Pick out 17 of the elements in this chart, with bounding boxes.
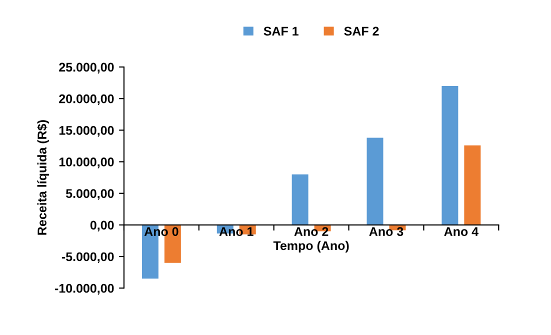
x-tick-label: Ano 4 (444, 227, 478, 236)
bar (464, 145, 481, 225)
y-tick-label: 25.000,00 (59, 62, 114, 74)
bar (292, 174, 308, 225)
y-tick-label: -10.000,00 (54, 284, 114, 295)
y-tick-label: 20.000,00 (59, 94, 114, 106)
y-tick-label: 5.000,00 (66, 189, 114, 200)
y-tick-label: 0,00 (90, 220, 114, 232)
x-axis-title: Tempo (Ano) (273, 240, 349, 253)
legend-label: SAF 1 (264, 26, 298, 36)
y-tick-label: 10.000,00 (59, 158, 114, 168)
legend-label: SAF 2 (344, 26, 379, 36)
y-axis-title: Receita líquida (R$) (37, 120, 49, 235)
bar (442, 86, 458, 225)
y-tick-label: -5.000,00 (62, 252, 114, 263)
y-tick-label: 15.000,00 (59, 126, 114, 137)
bar (366, 138, 384, 225)
